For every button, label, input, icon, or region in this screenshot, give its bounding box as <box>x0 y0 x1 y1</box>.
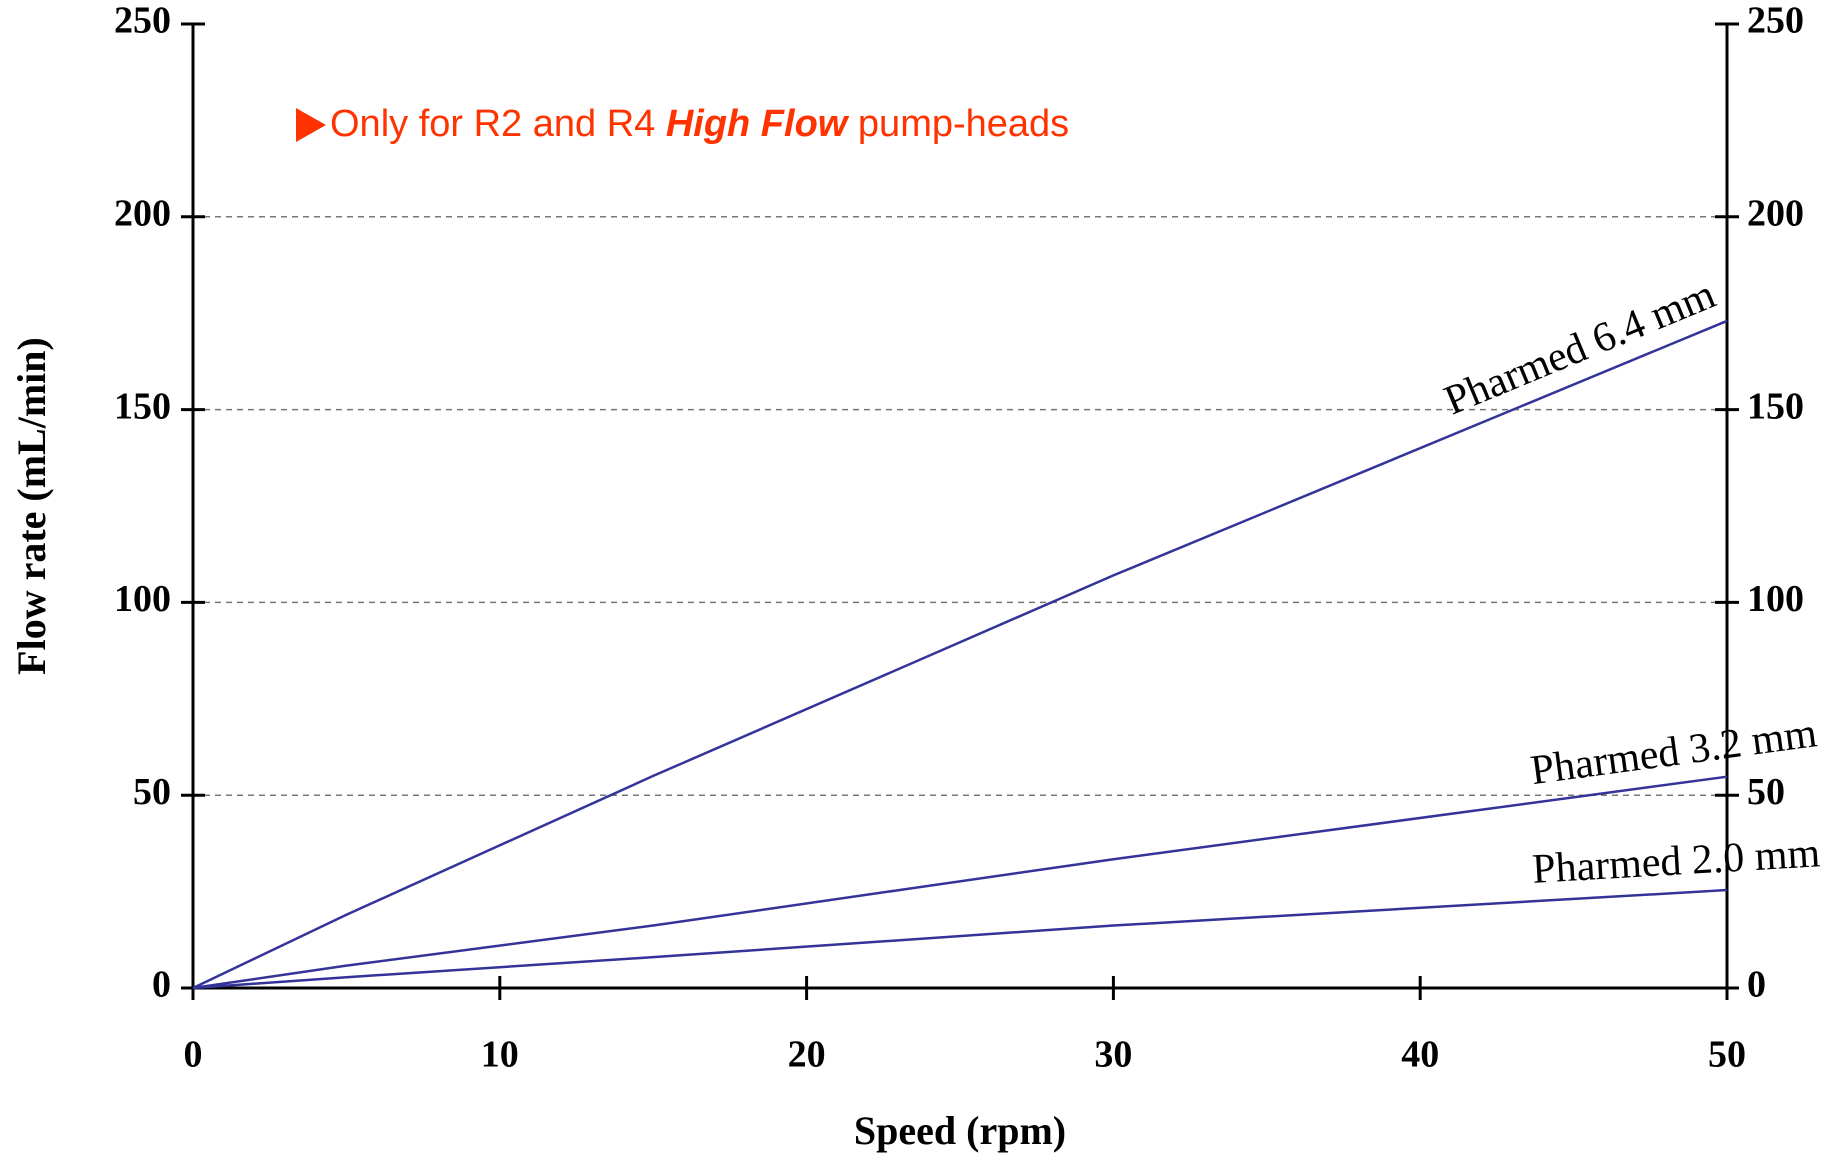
x-tick-label: 0 <box>184 1034 203 1076</box>
y2-tick-label: 0 <box>1747 964 1766 1006</box>
y-tick-label: 0 <box>152 964 171 1006</box>
annotation-text: Only for R2 and R4 <box>330 103 655 145</box>
x-tick-label: 50 <box>1708 1034 1746 1076</box>
y-tick-label: 100 <box>114 578 171 620</box>
annotation-emphasis: High Flow <box>666 103 850 145</box>
annotation-text: pump-heads <box>858 103 1069 145</box>
x-tick-label: 10 <box>481 1034 519 1076</box>
y-tick-label: 200 <box>114 193 171 235</box>
annotation-marker <box>296 108 326 142</box>
x-tick-label: 40 <box>1401 1034 1439 1076</box>
y-axis-title: Flow rate (mL/min) <box>9 337 54 675</box>
y2-tick-label: 100 <box>1747 578 1804 620</box>
y2-tick-label: 50 <box>1747 771 1785 813</box>
series-label: Pharmed 2.0 mm <box>1531 830 1822 893</box>
y-tick-label: 150 <box>114 385 171 427</box>
y2-tick-label: 250 <box>1747 0 1804 42</box>
series-line <box>192 319 1728 990</box>
y2-tick-label: 150 <box>1747 385 1804 427</box>
y-tick-label: 250 <box>114 0 171 42</box>
x-tick-label: 30 <box>1094 1034 1132 1076</box>
y-tick-label: 50 <box>133 771 171 813</box>
y2-tick-label: 200 <box>1747 193 1804 235</box>
x-axis-title: Speed (rpm) <box>854 1108 1066 1153</box>
x-tick-label: 20 <box>788 1034 826 1076</box>
series-line <box>192 775 1728 990</box>
series-label: Pharmed 6.4 mm <box>1438 271 1722 424</box>
annotation: Only for R2 and R4 High Flow pump-heads <box>330 103 1069 145</box>
series-line <box>192 888 1728 990</box>
